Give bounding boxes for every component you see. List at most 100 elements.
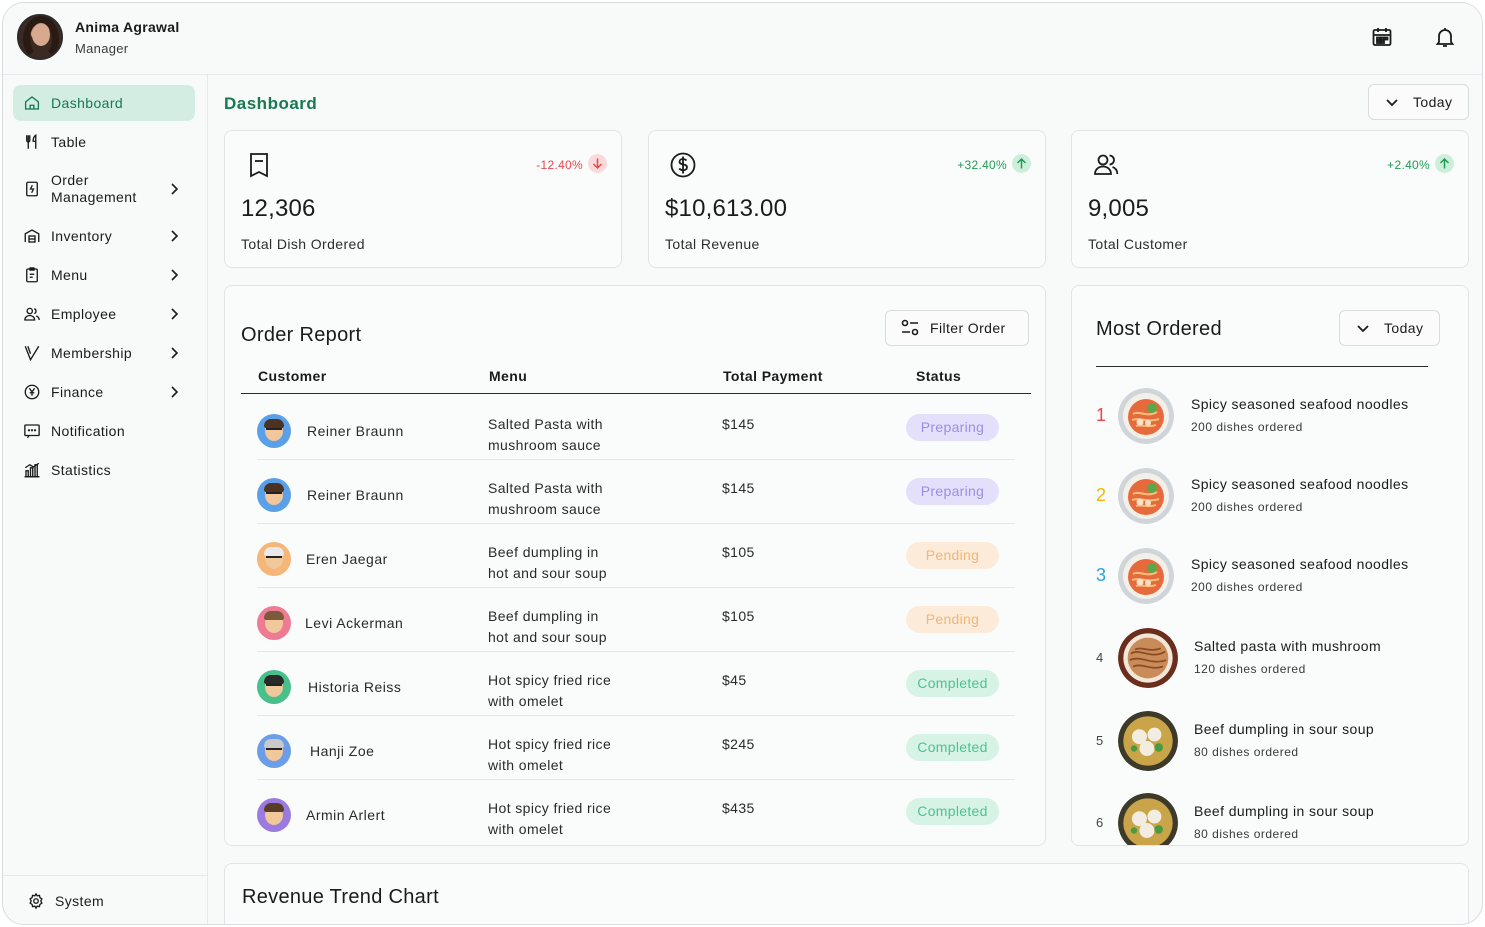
customer-avatar <box>257 542 291 576</box>
receipt-icon <box>26 181 38 197</box>
sidebar-item-order-management[interactable]: Order Management <box>13 169 195 209</box>
most-ordered-item[interactable]: 5 Beef dumpling in sour soup 80 dishes o… <box>1096 709 1436 771</box>
most-ordered-filter-label: Today <box>1384 320 1424 336</box>
sidebar-item-menu[interactable]: Menu <box>13 257 195 293</box>
sidebar: Dashboard Table Order Management Inventor… <box>3 75 208 924</box>
chevron-right-icon <box>171 386 179 398</box>
calendar-icon[interactable] <box>1370 25 1394 49</box>
order-report-card: Order Report Filter Order Customer Menu … <box>224 285 1046 846</box>
stat-value: 12,306 <box>241 195 316 222</box>
dish-count: 80 dishes ordered <box>1194 745 1299 759</box>
rank-number: 2 <box>1096 485 1107 505</box>
status-badge: Completed <box>906 734 999 761</box>
chevron-down-icon <box>1386 99 1398 107</box>
revenue-chart-card: Revenue Trend Chart <box>224 863 1469 924</box>
bell-icon[interactable] <box>1433 25 1457 49</box>
menu-item: Beef dumpling in hot and sour soup <box>488 544 607 581</box>
menu-item: Hot spicy fried rice with omelet <box>488 800 612 837</box>
most-ordered-item[interactable]: 3 Spicy seasoned seafood noodles 200 dis… <box>1096 546 1436 606</box>
column-header-status[interactable]: Status <box>916 368 962 384</box>
customer-avatar <box>257 414 291 448</box>
user-avatar[interactable] <box>17 14 63 60</box>
table-row[interactable]: Reiner Braunn Salted Pasta with mushroom … <box>257 396 1015 460</box>
dish-count: 200 dishes ordered <box>1191 580 1303 594</box>
sidebar-item-employee[interactable]: Employee <box>13 296 195 332</box>
stat-card-customers: +2.40% 9,005 Total Customer <box>1071 130 1469 268</box>
dish-name: Spicy seasoned seafood noodles <box>1191 396 1409 412</box>
sidebar-item-inventory[interactable]: Inventory <box>13 218 195 254</box>
column-header-total-payment[interactable]: Total Payment <box>723 368 823 384</box>
sidebar-item-table[interactable]: Table <box>13 124 195 160</box>
customer-name: Reiner Braunn <box>307 487 404 503</box>
chevron-right-icon <box>171 308 179 320</box>
customer-name: Eren Jaegar <box>306 551 388 567</box>
customer-avatar <box>257 734 291 768</box>
dish-name: Salted pasta with mushroom <box>1194 638 1382 654</box>
customer-name: Levi Ackerman <box>305 615 404 631</box>
most-ordered-filter-dropdown[interactable]: Today <box>1339 310 1440 346</box>
total-payment: $45 <box>722 672 747 688</box>
sidebar-item-dashboard[interactable]: Dashboard <box>13 85 195 121</box>
sidebar-divider <box>3 875 207 876</box>
sidebar-item-system[interactable]: System <box>17 883 199 919</box>
status-badge: Preparing <box>906 414 999 441</box>
sidebar-item-notification[interactable]: Notification <box>13 413 195 449</box>
users-icon <box>1094 154 1119 175</box>
stat-value: $10,613.00 <box>665 195 788 222</box>
home-icon <box>24 96 40 110</box>
sidebar-item-label-line2: Management <box>51 189 137 205</box>
sidebar-item-label: Table <box>51 134 87 150</box>
date-filter-dropdown[interactable]: Today <box>1368 84 1469 120</box>
user-name: Anima Agrawal <box>75 19 180 35</box>
stat-change: +2.40% <box>1387 158 1430 172</box>
menu-item: Hot spicy fried rice with omelet <box>488 736 612 773</box>
filter-order-button[interactable]: Filter Order <box>885 310 1029 346</box>
customer-avatar <box>257 798 291 832</box>
most-ordered-title: Most Ordered <box>1096 318 1222 340</box>
stat-change: -12.40% <box>536 158 583 172</box>
chevron-right-icon <box>171 269 179 281</box>
customer-avatar <box>257 478 291 512</box>
chevron-down-icon <box>1357 325 1369 333</box>
status-badge: Completed <box>906 670 999 697</box>
most-ordered-item[interactable]: 6 Beef dumpling in sour soup 80 dishes o… <box>1096 791 1436 845</box>
receipt-icon <box>250 153 268 178</box>
table-row[interactable]: Reiner Braunn Salted Pasta with mushroom … <box>257 460 1015 524</box>
noodles-dish-image <box>1118 548 1174 604</box>
table-row[interactable]: Armin Arlert Hot spicy fried rice with om… <box>257 780 1015 844</box>
rank-number: 4 <box>1096 650 1104 665</box>
total-payment: $245 <box>722 736 755 752</box>
customer-name: Armin Arlert <box>306 807 386 823</box>
table-row[interactable]: Historia Reiss Hot spicy fried rice with … <box>257 652 1015 716</box>
dish-name: Beef dumpling in sour soup <box>1194 803 1375 819</box>
table-row[interactable]: Eren Jaegar Beef dumpling in hot and sour… <box>257 524 1015 588</box>
most-ordered-item[interactable]: 2 Spicy seasoned seafood noodles 200 dis… <box>1096 466 1436 526</box>
stat-label: Total Dish Ordered <box>241 236 365 252</box>
arrow-down-icon <box>588 154 607 173</box>
utensils-icon <box>26 134 37 149</box>
sidebar-item-label: Inventory <box>51 228 113 244</box>
sidebar-item-finance[interactable]: Finance <box>13 374 195 410</box>
customer-avatar <box>257 606 291 640</box>
dollar-icon <box>670 152 696 178</box>
total-payment: $145 <box>722 480 755 496</box>
arrow-up-icon <box>1435 154 1454 173</box>
most-ordered-item[interactable]: 1 Spicy seasoned seafood noodles 200 dis… <box>1096 386 1436 446</box>
status-badge: Pending <box>906 606 999 633</box>
pasta-dish-image <box>1118 628 1178 688</box>
sidebar-item-membership[interactable]: Membership <box>13 335 195 371</box>
table-row[interactable]: Levi Ackerman Beef dumpling in hot and so… <box>257 588 1015 652</box>
sidebar-item-label-line1: Order <box>51 172 89 188</box>
dish-name: Beef dumpling in sour soup <box>1194 721 1375 737</box>
column-header-menu[interactable]: Menu <box>489 368 528 384</box>
rank-number: 3 <box>1096 565 1107 585</box>
most-ordered-item[interactable]: 4 Salted pasta with mushroom 120 dishes … <box>1096 626 1436 688</box>
customer-avatar <box>257 670 291 704</box>
sidebar-item-label: Finance <box>51 384 104 400</box>
noodles-dish-image <box>1118 388 1174 444</box>
stat-label: Total Customer <box>1088 236 1188 252</box>
column-header-customer[interactable]: Customer <box>258 368 327 384</box>
sidebar-item-statistics[interactable]: Statistics <box>13 452 195 488</box>
filter-order-label: Filter Order <box>930 320 1006 336</box>
table-row[interactable]: Hanji Zoe Hot spicy fried rice with omele… <box>257 716 1015 780</box>
